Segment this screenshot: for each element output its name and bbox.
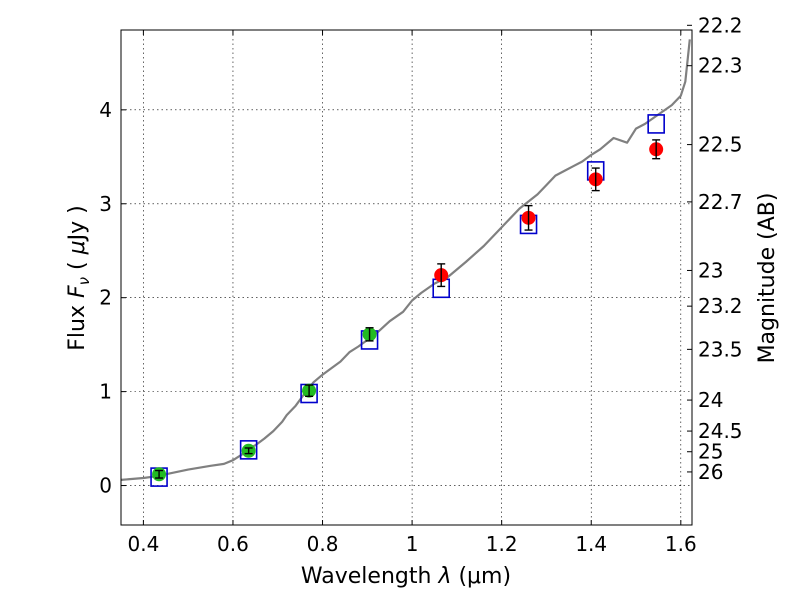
x-tick-label: 1.6: [665, 532, 697, 556]
right-axis-label: Magnitude (AB): [755, 193, 780, 364]
x-tick-label: 1: [406, 532, 419, 556]
y-tick-label: 3: [99, 192, 112, 216]
axes-frame: [120, 29, 693, 526]
x-tick-label: 1.2: [486, 532, 518, 556]
x-tick-label: 1.4: [575, 532, 607, 556]
grid-lines: [121, 30, 692, 525]
y2-tick-label: 22.7: [698, 190, 743, 214]
x-axis-label: Wavelength λ (μm): [301, 564, 511, 589]
y2-tick-label: 26: [698, 460, 723, 484]
plot-area: [120, 39, 691, 487]
y2-tick-label: 23.5: [698, 337, 743, 361]
y-tick-label: 2: [99, 286, 112, 310]
y2-tick-label: 24.5: [698, 419, 743, 443]
y2-tick-label: 25: [698, 440, 723, 464]
y2-tick-label: 23.2: [698, 294, 743, 318]
y2-tick-label: 22.2: [698, 13, 743, 37]
y2-tick-label: 23: [698, 258, 723, 282]
y-tick-label: 0: [99, 474, 112, 498]
axis-ticks: 0.4 0.6 0.8 1 1.2 1.4 1.60123422.222.322.522.7…: [99, 13, 742, 556]
x-tick-label: 0.6: [217, 532, 249, 556]
y2-tick-label: 22.3: [698, 54, 743, 78]
y2-tick-label: 24: [698, 388, 723, 412]
y-tick-label: 4: [99, 98, 112, 122]
y-axis-label: Flux Fν ( μJy ): [65, 205, 93, 350]
y-tick-label: 1: [99, 380, 112, 404]
y2-tick-label: 22.5: [698, 133, 743, 157]
x-tick-label: 0.4: [127, 532, 159, 556]
x-tick-label: 0.8: [307, 532, 339, 556]
model-box-marker: [647, 114, 665, 134]
model-box-marker: [239, 440, 258, 460]
